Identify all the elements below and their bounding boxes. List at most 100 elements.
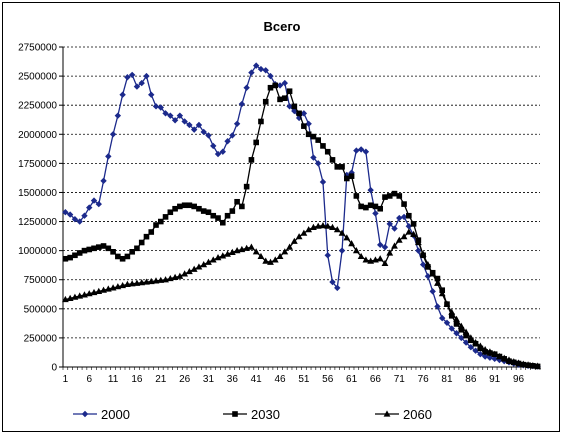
data-point	[138, 279, 146, 286]
data-point	[214, 254, 222, 261]
data-point	[396, 193, 403, 199]
data-point	[62, 255, 69, 262]
data-point	[215, 215, 221, 221]
data-point	[386, 220, 393, 228]
series-2000	[62, 62, 541, 370]
data-point	[210, 212, 217, 219]
data-point	[134, 245, 140, 252]
data-point	[534, 362, 542, 369]
data-point	[290, 237, 298, 244]
data-point	[90, 197, 98, 204]
data-point	[462, 339, 470, 346]
data-point	[395, 236, 403, 243]
data-point	[71, 216, 79, 223]
data-point	[386, 249, 394, 256]
data-point	[381, 259, 389, 267]
data-point	[276, 82, 284, 89]
data-point	[191, 203, 197, 210]
data-point	[344, 175, 350, 182]
data-point	[295, 233, 303, 240]
data-point	[305, 226, 313, 233]
data-point	[524, 361, 532, 368]
data-point	[329, 157, 336, 163]
data-point	[243, 183, 250, 190]
data-point	[310, 133, 317, 140]
data-point	[320, 143, 326, 149]
data-point	[500, 354, 508, 361]
data-point	[162, 214, 169, 220]
data-point	[123, 280, 131, 287]
data-point	[348, 240, 355, 247]
data-point	[262, 67, 269, 74]
data-point	[476, 342, 484, 349]
x-tick-label: 36	[227, 374, 239, 385]
data-point	[424, 273, 432, 280]
data-point	[219, 219, 226, 226]
x-tick-label: 81	[441, 374, 453, 385]
data-point	[419, 261, 427, 268]
data-point	[152, 277, 160, 284]
data-point	[453, 321, 460, 327]
data-point	[177, 203, 183, 210]
data-point	[467, 344, 475, 351]
x-tick-label: 86	[465, 374, 477, 385]
data-point	[310, 154, 317, 161]
x-tick-label: 56	[322, 374, 334, 385]
data-point	[257, 252, 265, 260]
data-point	[181, 202, 188, 209]
data-point	[400, 213, 408, 221]
data-point	[148, 229, 155, 235]
data-point	[205, 258, 212, 265]
legend-label: 2000	[101, 407, 130, 422]
data-point	[248, 157, 255, 163]
data-point	[128, 71, 136, 79]
data-point	[319, 178, 327, 186]
data-point	[195, 263, 203, 270]
data-point	[457, 322, 465, 329]
x-tick-label: 1	[63, 374, 69, 385]
data-point	[381, 243, 389, 251]
y-tick-label: 1500000	[18, 188, 57, 199]
data-point	[383, 410, 391, 417]
data-point	[314, 222, 322, 229]
data-point	[224, 250, 231, 257]
y-tick-label: 2000000	[18, 130, 57, 141]
x-tick-label: 31	[203, 374, 215, 385]
x-tick-label: 26	[179, 374, 191, 385]
data-point	[405, 223, 413, 230]
data-point	[324, 252, 331, 259]
data-point	[357, 146, 365, 153]
x-tick-label: 71	[394, 374, 406, 385]
data-point	[219, 148, 226, 155]
data-point	[472, 347, 479, 354]
data-point	[410, 230, 417, 237]
data-point	[352, 247, 360, 254]
x-axis-ticks: 1 6 11 16 21 26 31 36 41 46 51 56 61 66 71 76 81 86 91 96	[63, 367, 541, 385]
y-tick-label: 1750000	[18, 159, 57, 170]
data-point	[334, 284, 341, 292]
data-point	[477, 351, 484, 358]
x-tick-label: 21	[155, 374, 167, 385]
data-point	[167, 209, 174, 216]
x-tick-label: 46	[274, 374, 286, 385]
data-point	[205, 209, 212, 216]
data-point	[481, 353, 489, 360]
data-point	[396, 214, 403, 222]
data-point	[109, 131, 117, 138]
data-point	[181, 118, 188, 125]
data-point	[196, 205, 202, 212]
data-point	[133, 279, 141, 286]
data-point	[372, 210, 379, 217]
data-point	[486, 348, 494, 355]
data-point	[329, 223, 336, 230]
data-point	[129, 249, 135, 255]
data-point	[162, 110, 169, 117]
data-point	[257, 65, 265, 73]
y-tick-label: 500000	[24, 304, 58, 315]
data-point	[100, 243, 107, 249]
data-point	[143, 72, 150, 80]
data-point	[463, 332, 469, 339]
data-point	[424, 261, 432, 268]
data-point	[305, 131, 312, 138]
data-point	[453, 315, 460, 322]
